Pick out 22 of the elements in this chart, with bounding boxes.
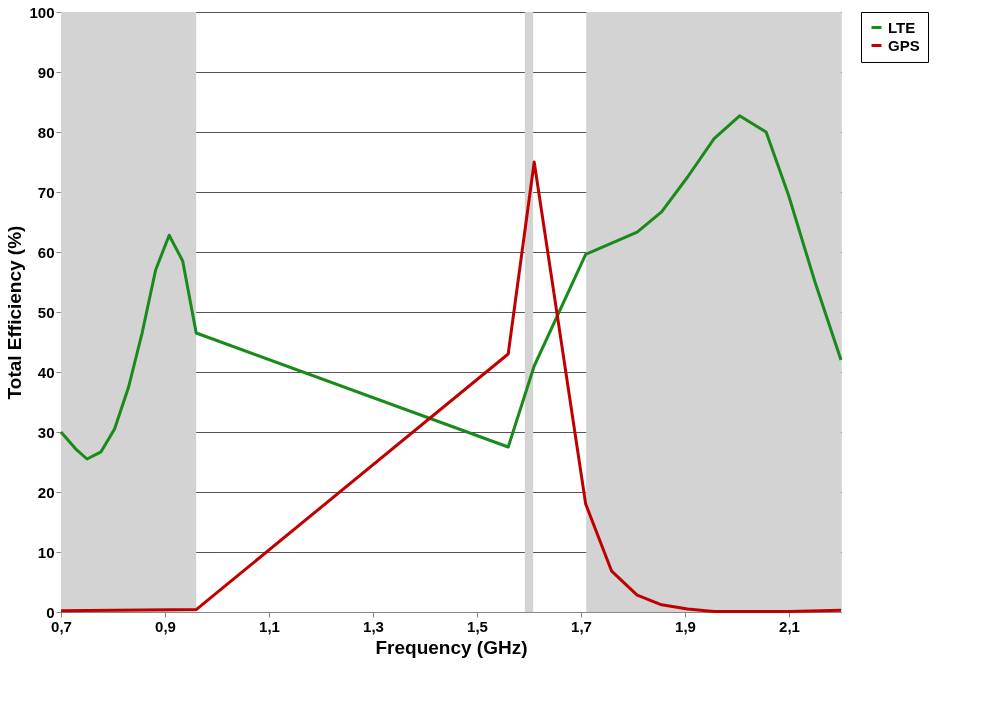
x-tick-label: 1,1 [259,617,280,635]
y-tick-label: 100 [29,3,55,21]
x-tick-label: 1,3 [363,617,384,635]
y-axis-title: Total Efficiency (%) [4,225,26,400]
x-tick-label: 1,9 [675,617,696,635]
y-tick-label: 60 [37,243,55,261]
x-tick-label: 2,1 [779,617,800,635]
x-tick-label: 1,7 [571,617,592,635]
x-axis-title: Frequency (GHz) [375,636,528,658]
y-tick-label: 10 [37,543,55,561]
x-tick-label: 1,5 [467,617,488,635]
x-tick-label: 0,9 [155,617,176,635]
y-tick-label: 70 [37,183,55,201]
legend-label: LTE [888,18,916,36]
y-tick-label: 30 [37,423,55,441]
y-tick-label: 90 [37,63,55,81]
y-tick-label: 20 [37,483,55,501]
y-tick-label: 80 [37,123,55,141]
legend-label: GPS [888,36,920,54]
line-series [59,114,843,461]
y-tick-label: 50 [37,303,55,321]
y-tick-label: 40 [37,363,55,381]
